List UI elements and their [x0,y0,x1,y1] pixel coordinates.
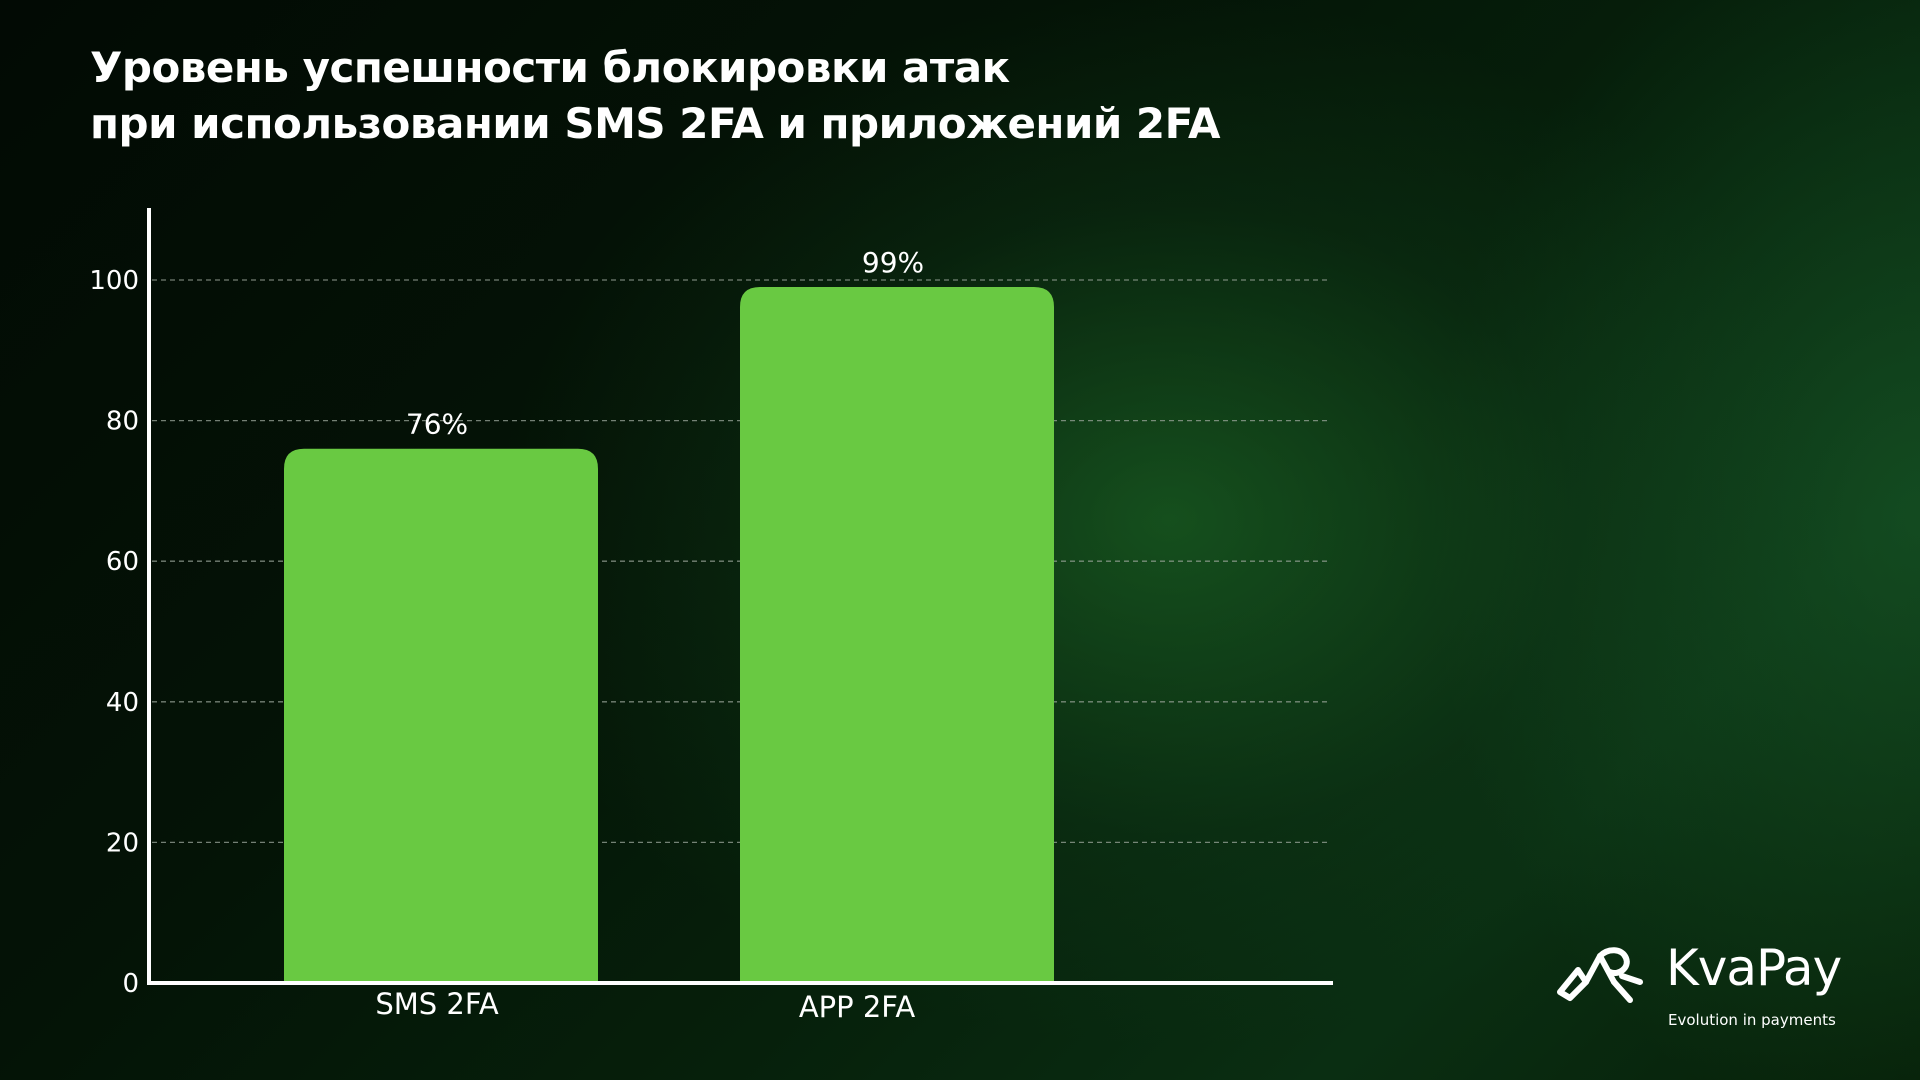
y-tick-label-80: 80 [106,407,139,437]
data-labels: 76% 99% [406,246,924,441]
chart-title: Уровень успешности блокировки атак при и… [90,40,1221,152]
category-labels: SMS 2FA APP 2FA [375,987,915,1024]
chart-title-line-1: Уровень успешности блокировки атак [90,43,1010,92]
category-label-sms-2fa: SMS 2FA [375,987,499,1021]
bar-app-2fa [740,287,1054,983]
axes [147,208,1333,985]
kvapay-logo: KvaPay Evolution in payments [1556,936,1866,1036]
y-tick-label-40: 40 [106,688,139,718]
y-tick-labels: 0 20 40 60 80 100 [89,266,139,999]
kvapay-frog-logo-icon [1557,947,1643,1003]
category-label-app-2fa: APP 2FA [799,990,916,1024]
bars [284,287,1054,984]
y-tick-label-100: 100 [89,266,139,296]
brand-name: KvaPay [1666,939,1842,997]
bar-sms-2fa [284,448,598,984]
y-tick-label-60: 60 [106,547,139,577]
brand-tagline: Evolution in payments [1668,1011,1836,1029]
data-label-sms-2fa: 76% [406,408,468,441]
data-label-app-2fa: 99% [862,246,924,279]
y-tick-label-20: 20 [106,828,139,858]
y-tick-label-0: 0 [122,969,139,999]
chart-title-line-2: при использовании SMS 2FA и приложений 2… [90,99,1221,148]
